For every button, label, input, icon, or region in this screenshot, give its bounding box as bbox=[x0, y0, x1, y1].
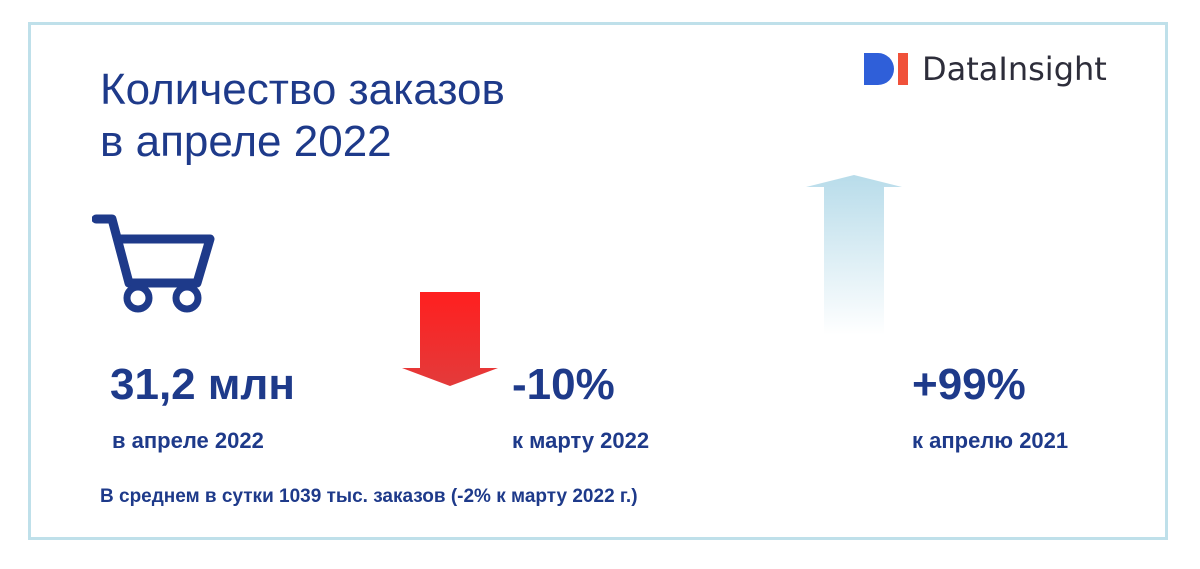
stat-yoy-value: +99% bbox=[912, 360, 1026, 409]
stat-total-label: в апреле 2022 bbox=[112, 428, 264, 453]
card-frame bbox=[28, 22, 1168, 540]
logo-text: DataInsight bbox=[922, 50, 1107, 88]
stat-mom-value: -10% bbox=[512, 360, 615, 409]
page-title: Количество заказов в апреле 2022 bbox=[100, 64, 505, 168]
daily-average-note: В среднем в сутки 1039 тыс. заказов (-2%… bbox=[100, 486, 638, 507]
arrow-down-icon bbox=[402, 292, 498, 391]
title-line-1: Количество заказов bbox=[100, 65, 505, 114]
datainsight-logo: DataInsight bbox=[864, 49, 1107, 89]
arrow-up-icon bbox=[806, 175, 902, 340]
stat-mom-label: к марту 2022 bbox=[512, 428, 650, 453]
title-line-2: в апреле 2022 bbox=[100, 117, 392, 166]
stat-yoy-label: к апрелю 2021 bbox=[912, 428, 1069, 453]
shopping-cart-icon bbox=[91, 210, 218, 321]
logo-mark-icon bbox=[864, 53, 910, 85]
stat-total-value: 31,2 млн bbox=[110, 360, 295, 409]
